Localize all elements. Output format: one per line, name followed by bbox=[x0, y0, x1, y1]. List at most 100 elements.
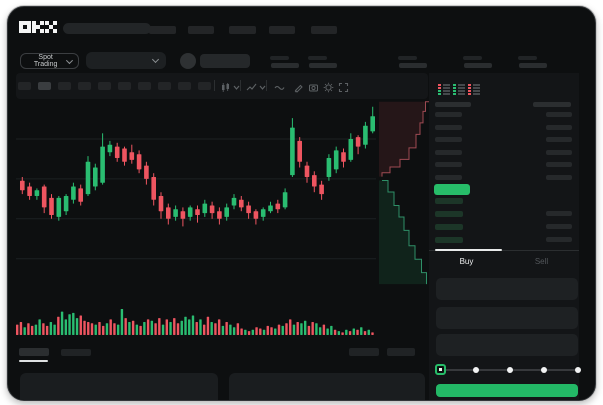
interval-icon[interactable] bbox=[246, 80, 257, 91]
slider-stop-50[interactable] bbox=[507, 367, 513, 373]
slider-stop-100[interactable] bbox=[575, 367, 581, 373]
candle-type-icon[interactable] bbox=[220, 80, 231, 92]
tab-buy[interactable]: Buy bbox=[429, 252, 504, 270]
timeframe-button-7[interactable] bbox=[138, 82, 151, 90]
chevron-down-icon[interactable] bbox=[231, 80, 242, 91]
bottom-action-button-1[interactable] bbox=[349, 348, 379, 356]
buy-submit-button[interactable] bbox=[436, 384, 578, 397]
toolbar-divider-1 bbox=[214, 80, 215, 91]
market-mode-label: Spot Trading bbox=[33, 54, 58, 68]
amount-field[interactable] bbox=[436, 307, 578, 329]
timeframe-button-9[interactable] bbox=[178, 82, 191, 90]
bid-row-price-4[interactable] bbox=[435, 237, 463, 243]
ask-row-amount-5[interactable] bbox=[546, 162, 572, 167]
last-price-badge[interactable] bbox=[434, 184, 470, 195]
bid-row-amount-2[interactable] bbox=[546, 224, 572, 229]
search-input[interactable] bbox=[63, 23, 151, 34]
toolbar-divider-3 bbox=[266, 80, 267, 91]
bottom-tab-order-history[interactable] bbox=[61, 349, 91, 356]
total-field[interactable] bbox=[436, 334, 578, 356]
bid-row-amount-1[interactable] bbox=[546, 211, 572, 216]
fullscreen-icon[interactable] bbox=[338, 80, 349, 93]
candle-type-icon-glyph bbox=[222, 83, 229, 92]
history-panel bbox=[229, 373, 425, 400]
slider-stop-75[interactable] bbox=[541, 367, 547, 373]
volume-chart bbox=[16, 309, 374, 335]
tab-sell[interactable]: Sell bbox=[504, 252, 579, 270]
sell-tab-label: Sell bbox=[534, 256, 549, 266]
ask-row-price-4[interactable] bbox=[435, 149, 462, 155]
amount-slider-handle[interactable] bbox=[435, 364, 446, 375]
settings-gear-icon[interactable] bbox=[323, 80, 334, 93]
stat-value-3 bbox=[399, 63, 427, 68]
okx-logo-letter-k bbox=[32, 21, 44, 33]
timeframe-button-3[interactable] bbox=[58, 82, 71, 90]
ask-row-price-5[interactable] bbox=[435, 162, 462, 167]
draw-pencil-icon[interactable] bbox=[293, 80, 304, 93]
bid-row-price-2[interactable] bbox=[435, 211, 463, 217]
timeframe-button-4[interactable] bbox=[78, 82, 91, 90]
orderbook-view-combined-icon[interactable] bbox=[438, 84, 451, 95]
stat-label-4 bbox=[463, 56, 482, 60]
ask-row-amount-6[interactable] bbox=[546, 174, 572, 180]
chevron-down-icon bbox=[66, 56, 74, 64]
ask-row-amount-4[interactable] bbox=[546, 149, 572, 155]
ask-row-price-2[interactable] bbox=[435, 124, 462, 130]
ask-row-price-1[interactable] bbox=[435, 112, 462, 117]
chevron-down-icon-glyph bbox=[233, 85, 240, 90]
timeframe-button-5[interactable] bbox=[98, 82, 111, 90]
bottom-tab-active-underline bbox=[19, 360, 48, 362]
ask-row-amount-1[interactable] bbox=[546, 112, 572, 117]
bottom-action-button-2[interactable] bbox=[387, 348, 415, 356]
bid-row-amount-3[interactable] bbox=[546, 237, 572, 242]
timeframe-button-2[interactable] bbox=[38, 82, 51, 90]
bid-row-price-1[interactable] bbox=[435, 198, 463, 204]
app-window: OKX Spot Trading Buy Sell bbox=[7, 6, 596, 401]
stat-value-1 bbox=[271, 63, 299, 68]
indicator-wave-icon-glyph bbox=[274, 85, 285, 90]
stat-value-5 bbox=[519, 63, 547, 68]
candlestick-chart[interactable] bbox=[16, 101, 376, 291]
nav-item-2[interactable] bbox=[188, 26, 214, 34]
nav-item-5[interactable] bbox=[311, 26, 337, 34]
chevron-down-icon-glyph bbox=[259, 85, 266, 90]
chevron-down-icon bbox=[151, 55, 160, 64]
okx-logo[interactable]: OKX bbox=[19, 21, 59, 33]
bottom-tab-open-orders[interactable] bbox=[19, 348, 49, 356]
market-mode-dropdown[interactable]: Spot Trading bbox=[20, 53, 79, 69]
active-tab-indicator bbox=[435, 249, 502, 251]
ask-row-amount-2[interactable] bbox=[546, 124, 572, 130]
bid-row-price-3[interactable] bbox=[435, 224, 463, 230]
stat-value-2 bbox=[309, 63, 337, 68]
nav-item-1[interactable] bbox=[149, 26, 176, 34]
camera-icon[interactable] bbox=[308, 80, 319, 92]
interval-icon-glyph bbox=[246, 83, 257, 91]
timeframe-button-1[interactable] bbox=[18, 82, 31, 90]
timeframe-button-8[interactable] bbox=[158, 82, 171, 90]
orderbook-view-bids-icon[interactable] bbox=[453, 84, 466, 95]
nav-item-4[interactable] bbox=[269, 26, 295, 34]
draw-pencil-icon-glyph bbox=[294, 84, 303, 93]
camera-icon-glyph bbox=[309, 84, 318, 92]
nav-item-3[interactable] bbox=[229, 26, 256, 34]
timeframe-button-10[interactable] bbox=[198, 82, 211, 90]
deposit-button[interactable] bbox=[200, 54, 250, 68]
ask-row-price-6[interactable] bbox=[435, 174, 462, 180]
chevron-down-icon[interactable] bbox=[257, 80, 268, 91]
buy-tab-label: Buy bbox=[459, 256, 474, 266]
ask-row-amount-3[interactable] bbox=[546, 137, 572, 142]
fullscreen-icon-glyph bbox=[338, 82, 349, 93]
account-avatar[interactable] bbox=[180, 53, 196, 69]
indicator-wave-icon[interactable] bbox=[274, 80, 285, 91]
stat-label-5 bbox=[518, 56, 537, 60]
orderbook-header-price bbox=[435, 102, 471, 107]
orders-panel bbox=[20, 373, 218, 400]
stat-label-3 bbox=[398, 56, 417, 60]
depth-chart bbox=[379, 101, 429, 285]
slider-stop-25[interactable] bbox=[473, 367, 479, 373]
price-field[interactable] bbox=[436, 278, 578, 300]
orderbook-view-asks-icon[interactable] bbox=[468, 84, 481, 95]
timeframe-button-6[interactable] bbox=[118, 82, 131, 90]
ask-row-price-3[interactable] bbox=[435, 137, 462, 142]
pair-selector-dropdown[interactable] bbox=[86, 52, 166, 69]
